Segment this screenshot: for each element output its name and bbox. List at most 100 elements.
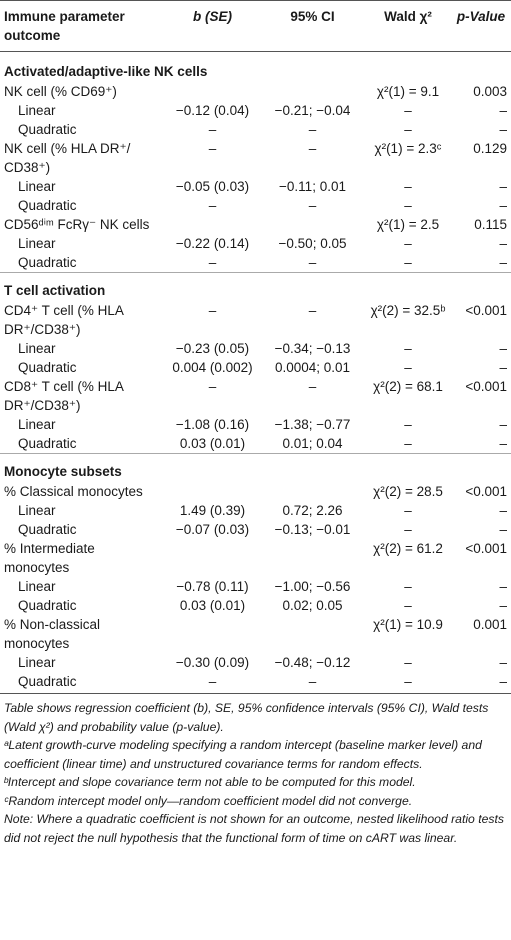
outcome-b-se: – <box>208 141 217 156</box>
linear-wald: – <box>404 179 412 194</box>
linear-b-se: −0.12 (0.04) <box>175 103 250 118</box>
section-row: Activated/adaptive-like NK cells <box>0 52 511 83</box>
outcome-name: NK cell (% CD69⁺) <box>4 84 117 99</box>
quadratic-wald: – <box>404 598 412 613</box>
linear-row: Linear −0.12 (0.04) −0.21; −0.04 – – <box>0 101 511 120</box>
quadratic-label: Quadratic <box>18 598 77 613</box>
outcome-p-value: <0.001 <box>465 541 507 556</box>
outcome-ci: – <box>308 379 317 394</box>
linear-b-se: −0.22 (0.14) <box>175 236 250 251</box>
quadratic-row: Quadratic – – – – <box>0 672 511 694</box>
outcome-b-se <box>165 615 260 653</box>
linear-label: Linear <box>18 655 56 670</box>
outcome-ci: – <box>308 141 317 156</box>
quadratic-wald: – <box>365 672 451 694</box>
outcome-b-se: – <box>208 303 217 318</box>
outcome-wald: χ²(2) = 68.1 <box>373 379 443 394</box>
linear-label: Linear <box>18 179 56 194</box>
linear-wald: – <box>404 503 412 518</box>
header-p-value: p-Value <box>451 0 511 52</box>
outcome-ci <box>260 482 365 501</box>
linear-ci: −0.34; −0.13 <box>274 341 351 356</box>
linear-p-value: – <box>499 503 507 518</box>
quadratic-ci: 0.01; 0.04 <box>282 436 343 451</box>
linear-wald: – <box>404 655 412 670</box>
linear-b-se: −0.78 (0.11) <box>176 579 249 594</box>
outcome-p-value: 0.129 <box>473 141 507 156</box>
linear-wald: – <box>404 579 412 594</box>
outcome-ci <box>260 82 365 101</box>
footnote: ᵇIntercept and slope covariance term not… <box>4 775 416 789</box>
outcome-row: % Non-classical monocytes χ²(1) = 10.9 0.0… <box>0 615 511 653</box>
linear-row: Linear −0.78 (0.11) −1.00; −0.56 – – <box>0 577 511 596</box>
quadratic-label: Quadratic <box>18 255 77 270</box>
linear-wald: – <box>404 103 412 118</box>
quadratic-ci: – <box>308 198 317 213</box>
quadratic-p-value: – <box>499 360 507 375</box>
quadratic-b-se: −0.07 (0.03) <box>175 522 250 537</box>
quadratic-wald: – <box>404 255 412 270</box>
linear-b-se: −0.23 (0.05) <box>175 341 250 356</box>
outcome-p-value: <0.001 <box>465 484 507 499</box>
linear-b-se: −1.08 (0.16) <box>175 417 250 432</box>
outcome-p-value: <0.001 <box>465 303 507 318</box>
linear-p-value: – <box>499 579 507 594</box>
linear-label: Linear <box>18 579 56 594</box>
outcome-ci <box>260 615 365 653</box>
quadratic-ci: 0.0004; 0.01 <box>274 360 351 375</box>
quadratic-wald: – <box>404 122 412 137</box>
outcome-ci: – <box>308 303 317 318</box>
header-wald: Wald χ² <box>365 0 451 52</box>
outcome-row: NK cell (% CD69⁺) χ²(1) = 9.1 0.003 <box>0 82 511 101</box>
outcome-row: CD4⁺ T cell (% HLA DR⁺/CD38⁺) – – χ²(2) = 3… <box>0 301 511 339</box>
linear-label: Linear <box>18 503 56 518</box>
outcome-name: % Non-classical monocytes <box>4 617 101 651</box>
outcome-p-value: 0.003 <box>473 84 507 99</box>
linear-ci: 0.72; 2.26 <box>282 503 343 518</box>
footnote: Table shows regression coefficient (b), … <box>4 701 489 734</box>
quadratic-label: Quadratic <box>18 122 77 137</box>
linear-row: Linear −0.30 (0.09) −0.48; −0.12 – – <box>0 653 511 672</box>
outcome-wald: χ²(2) = 61.2 <box>373 541 443 556</box>
linear-wald: – <box>404 236 412 251</box>
quadratic-label: Quadratic <box>0 672 165 694</box>
linear-label: Linear <box>18 103 56 118</box>
quadratic-row: Quadratic −0.07 (0.03) −0.13; −0.01 – – <box>0 520 511 539</box>
section-row: Monocyte subsets <box>0 453 511 482</box>
quadratic-row: Quadratic 0.03 (0.01) 0.01; 0.04 – – <box>0 434 511 454</box>
outcome-wald: χ²(1) = 9.1 <box>376 84 440 99</box>
section-row: T cell activation <box>0 272 511 301</box>
linear-row: Linear −0.22 (0.14) −0.50; 0.05 – – <box>0 234 511 253</box>
outcome-ci <box>260 215 365 234</box>
outcome-name: NK cell (% HLA DR⁺/ CD38⁺) <box>4 141 131 175</box>
quadratic-b-se: 0.004 (0.002) <box>172 360 253 375</box>
quadratic-ci: 0.02; 0.05 <box>282 598 343 613</box>
section-title: T cell activation <box>0 272 511 301</box>
linear-row: Linear 1.49 (0.39) 0.72; 2.26 – – <box>0 501 511 520</box>
quadratic-label: Quadratic <box>18 198 77 213</box>
linear-row: Linear −1.08 (0.16) −1.38; −0.77 – – <box>0 415 511 434</box>
quadratic-p-value: – <box>499 522 507 537</box>
linear-ci: −0.21; −0.04 <box>274 103 351 118</box>
outcome-b-se: – <box>208 379 217 394</box>
outcome-row: NK cell (% HLA DR⁺/ CD38⁺) – – χ²(1) = 2.3ᶜ… <box>0 139 511 177</box>
linear-b-se: 1.49 (0.39) <box>179 503 246 518</box>
linear-p-value: – <box>499 655 507 670</box>
outcome-p-value: 0.001 <box>473 617 507 632</box>
table-footnotes: Table shows regression coefficient (b), … <box>0 694 511 847</box>
linear-p-value: – <box>499 179 507 194</box>
linear-row: Linear −0.23 (0.05) −0.34; −0.13 – – <box>0 339 511 358</box>
outcome-row: % Classical monocytes χ²(2) = 28.5 <0.001 <box>0 482 511 501</box>
outcome-name: CD56ᵈⁱᵐ FcRγ⁻ NK cells <box>4 217 150 232</box>
outcome-b-se <box>165 539 260 577</box>
linear-ci: −1.38; −0.77 <box>274 417 351 432</box>
quadratic-b-se: – <box>208 198 217 213</box>
linear-ci: −0.50; 0.05 <box>278 236 347 251</box>
quadratic-b-se: – <box>208 122 217 137</box>
outcome-wald: χ²(2) = 32.5ᵇ <box>370 303 446 318</box>
linear-row: Linear −0.05 (0.03) −0.11; 0.01 – – <box>0 177 511 196</box>
quadratic-p-value: – <box>499 255 507 270</box>
section-title: Monocyte subsets <box>0 453 511 482</box>
section-title: Activated/adaptive-like NK cells <box>4 64 208 79</box>
linear-label: Linear <box>18 417 56 432</box>
